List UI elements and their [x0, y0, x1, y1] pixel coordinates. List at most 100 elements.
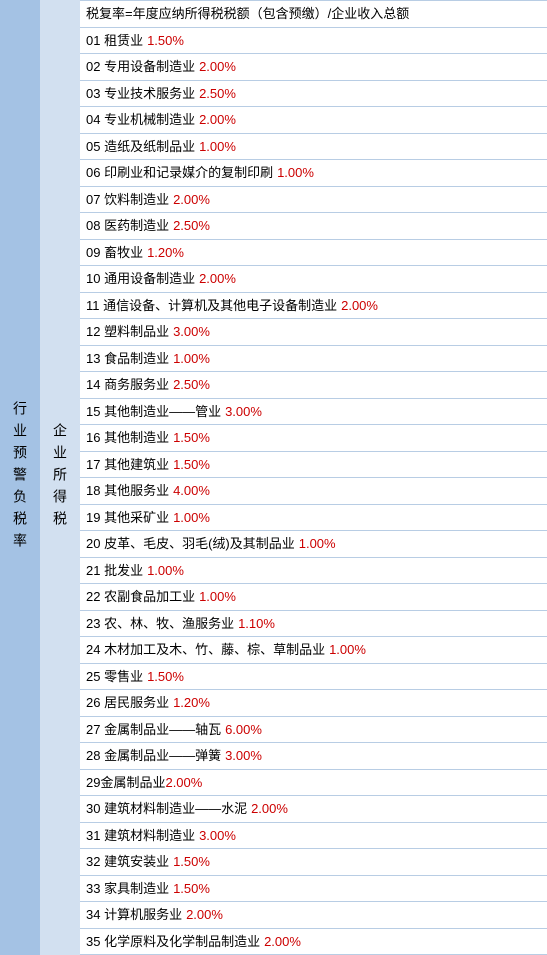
row-rate: 1.50%	[147, 667, 184, 687]
row-label: 29金属制品业	[86, 773, 165, 793]
formula-row: 税复率=年度应纳所得税税额（包含预缴）/企业收入总额	[80, 0, 547, 28]
row-rate: 2.00%	[199, 269, 236, 289]
left-header-column: 行业预警负税率	[0, 0, 40, 955]
row-label: 06 印刷业和记录媒介的复制印刷	[86, 163, 273, 183]
table-row: 23 农、林、牧、渔服务业1.10%	[80, 611, 547, 638]
row-label: 08 医药制造业	[86, 216, 169, 236]
row-label: 18 其他服务业	[86, 481, 169, 501]
table-row: 26 居民服务业1.20%	[80, 690, 547, 717]
row-label: 19 其他采矿业	[86, 508, 169, 528]
row-label: 27 金属制品业——轴瓦	[86, 720, 221, 740]
row-label: 20 皮革、毛皮、羽毛(绒)及其制品业	[86, 534, 295, 554]
row-rate: 1.00%	[329, 640, 366, 660]
row-label: 04 专业机械制造业	[86, 110, 195, 130]
row-label: 33 家具制造业	[86, 879, 169, 899]
row-rate: 1.50%	[173, 428, 210, 448]
table-row: 16 其他制造业1.50%	[80, 425, 547, 452]
row-label: 26 居民服务业	[86, 693, 169, 713]
table-row: 18 其他服务业4.00%	[80, 478, 547, 505]
table-row: 33 家具制造业1.50%	[80, 876, 547, 903]
table-row: 11 通信设备、计算机及其他电子设备制造业2.00%	[80, 293, 547, 320]
row-label: 02 专用设备制造业	[86, 57, 195, 77]
data-rows-column: 税复率=年度应纳所得税税额（包含预缴）/企业收入总额 01 租赁业1.50%02 …	[80, 0, 547, 955]
row-label: 23 农、林、牧、渔服务业	[86, 614, 234, 634]
row-rate: 3.00%	[225, 746, 262, 766]
table-row: 09 畜牧业1.20%	[80, 240, 547, 267]
table-row: 25 零售业1.50%	[80, 664, 547, 691]
row-rate: 1.20%	[147, 243, 184, 263]
row-label: 16 其他制造业	[86, 428, 169, 448]
row-label: 30 建筑材料制造业——水泥	[86, 799, 247, 819]
tax-rate-table: 行业预警负税率 企业所得税 税复率=年度应纳所得税税额（包含预缴）/企业收入总额…	[0, 0, 547, 955]
mid-header-column: 企业所得税	[40, 0, 80, 955]
table-row: 28 金属制品业——弹簧3.00%	[80, 743, 547, 770]
table-row: 35 化学原料及化学制品制造业2.00%	[80, 929, 547, 955]
row-label: 22 农副食品加工业	[86, 587, 195, 607]
row-rate: 3.00%	[199, 826, 236, 846]
row-label: 07 饮料制造业	[86, 190, 169, 210]
row-rate: 1.00%	[173, 508, 210, 528]
row-label: 11 通信设备、计算机及其他电子设备制造业	[86, 296, 337, 316]
table-row: 15 其他制造业——管业3.00%	[80, 399, 547, 426]
row-rate: 2.50%	[173, 375, 210, 395]
row-rate: 1.50%	[173, 852, 210, 872]
left-header-text: 行业预警负税率	[10, 401, 30, 555]
table-row: 01 租赁业1.50%	[80, 28, 547, 55]
row-rate: 2.00%	[251, 799, 288, 819]
table-row: 04 专业机械制造业2.00%	[80, 107, 547, 134]
table-row: 07 饮料制造业2.00%	[80, 187, 547, 214]
table-row: 08 医药制造业2.50%	[80, 213, 547, 240]
table-row: 06 印刷业和记录媒介的复制印刷1.00%	[80, 160, 547, 187]
row-label: 17 其他建筑业	[86, 455, 169, 475]
table-row: 02 专用设备制造业2.00%	[80, 54, 547, 81]
table-row: 17 其他建筑业1.50%	[80, 452, 547, 479]
table-row: 03 专业技术服务业2.50%	[80, 81, 547, 108]
table-row: 05 造纸及纸制品业1.00%	[80, 134, 547, 161]
row-rate: 1.20%	[173, 693, 210, 713]
row-rate: 1.50%	[173, 879, 210, 899]
table-row: 13 食品制造业1.00%	[80, 346, 547, 373]
row-label: 10 通用设备制造业	[86, 269, 195, 289]
row-label: 24 木材加工及木、竹、藤、棕、草制品业	[86, 640, 325, 660]
row-label: 12 塑料制品业	[86, 322, 169, 342]
row-label: 28 金属制品业——弹簧	[86, 746, 221, 766]
row-label: 32 建筑安装业	[86, 852, 169, 872]
mid-header-text: 企业所得税	[50, 423, 70, 533]
row-label: 09 畜牧业	[86, 243, 143, 263]
row-rate: 2.00%	[264, 932, 301, 952]
row-rate: 2.50%	[199, 84, 236, 104]
row-rate: 4.00%	[173, 481, 210, 501]
table-row: 24 木材加工及木、竹、藤、棕、草制品业1.00%	[80, 637, 547, 664]
table-row: 20 皮革、毛皮、羽毛(绒)及其制品业1.00%	[80, 531, 547, 558]
row-rate: 2.00%	[341, 296, 378, 316]
row-label: 35 化学原料及化学制品制造业	[86, 932, 260, 952]
table-row: 19 其他采矿业1.00%	[80, 505, 547, 532]
row-rate: 2.00%	[165, 773, 202, 793]
row-rate: 2.00%	[199, 110, 236, 130]
table-row: 22 农副食品加工业1.00%	[80, 584, 547, 611]
row-rate: 1.00%	[277, 163, 314, 183]
row-label: 31 建筑材料制造业	[86, 826, 195, 846]
table-row: 34 计算机服务业2.00%	[80, 902, 547, 929]
table-row: 10 通用设备制造业2.00%	[80, 266, 547, 293]
table-row: 14 商务服务业2.50%	[80, 372, 547, 399]
row-label: 21 批发业	[86, 561, 143, 581]
row-rate: 2.00%	[186, 905, 223, 925]
row-label: 13 食品制造业	[86, 349, 169, 369]
row-rate: 1.00%	[199, 137, 236, 157]
row-rate: 6.00%	[225, 720, 262, 740]
table-row: 21 批发业1.00%	[80, 558, 547, 585]
row-rate: 1.00%	[173, 349, 210, 369]
row-label: 05 造纸及纸制品业	[86, 137, 195, 157]
row-rate: 2.50%	[173, 216, 210, 236]
row-rate: 1.50%	[173, 455, 210, 475]
table-row: 29金属制品业2.00%	[80, 770, 547, 797]
formula-text: 税复率=年度应纳所得税税额（包含预缴）/企业收入总额	[86, 4, 409, 24]
row-label: 14 商务服务业	[86, 375, 169, 395]
row-label: 34 计算机服务业	[86, 905, 182, 925]
row-rate: 1.10%	[238, 614, 275, 634]
row-rate: 1.00%	[147, 561, 184, 581]
table-row: 12 塑料制品业3.00%	[80, 319, 547, 346]
row-rate: 2.00%	[173, 190, 210, 210]
row-rate: 3.00%	[225, 402, 262, 422]
